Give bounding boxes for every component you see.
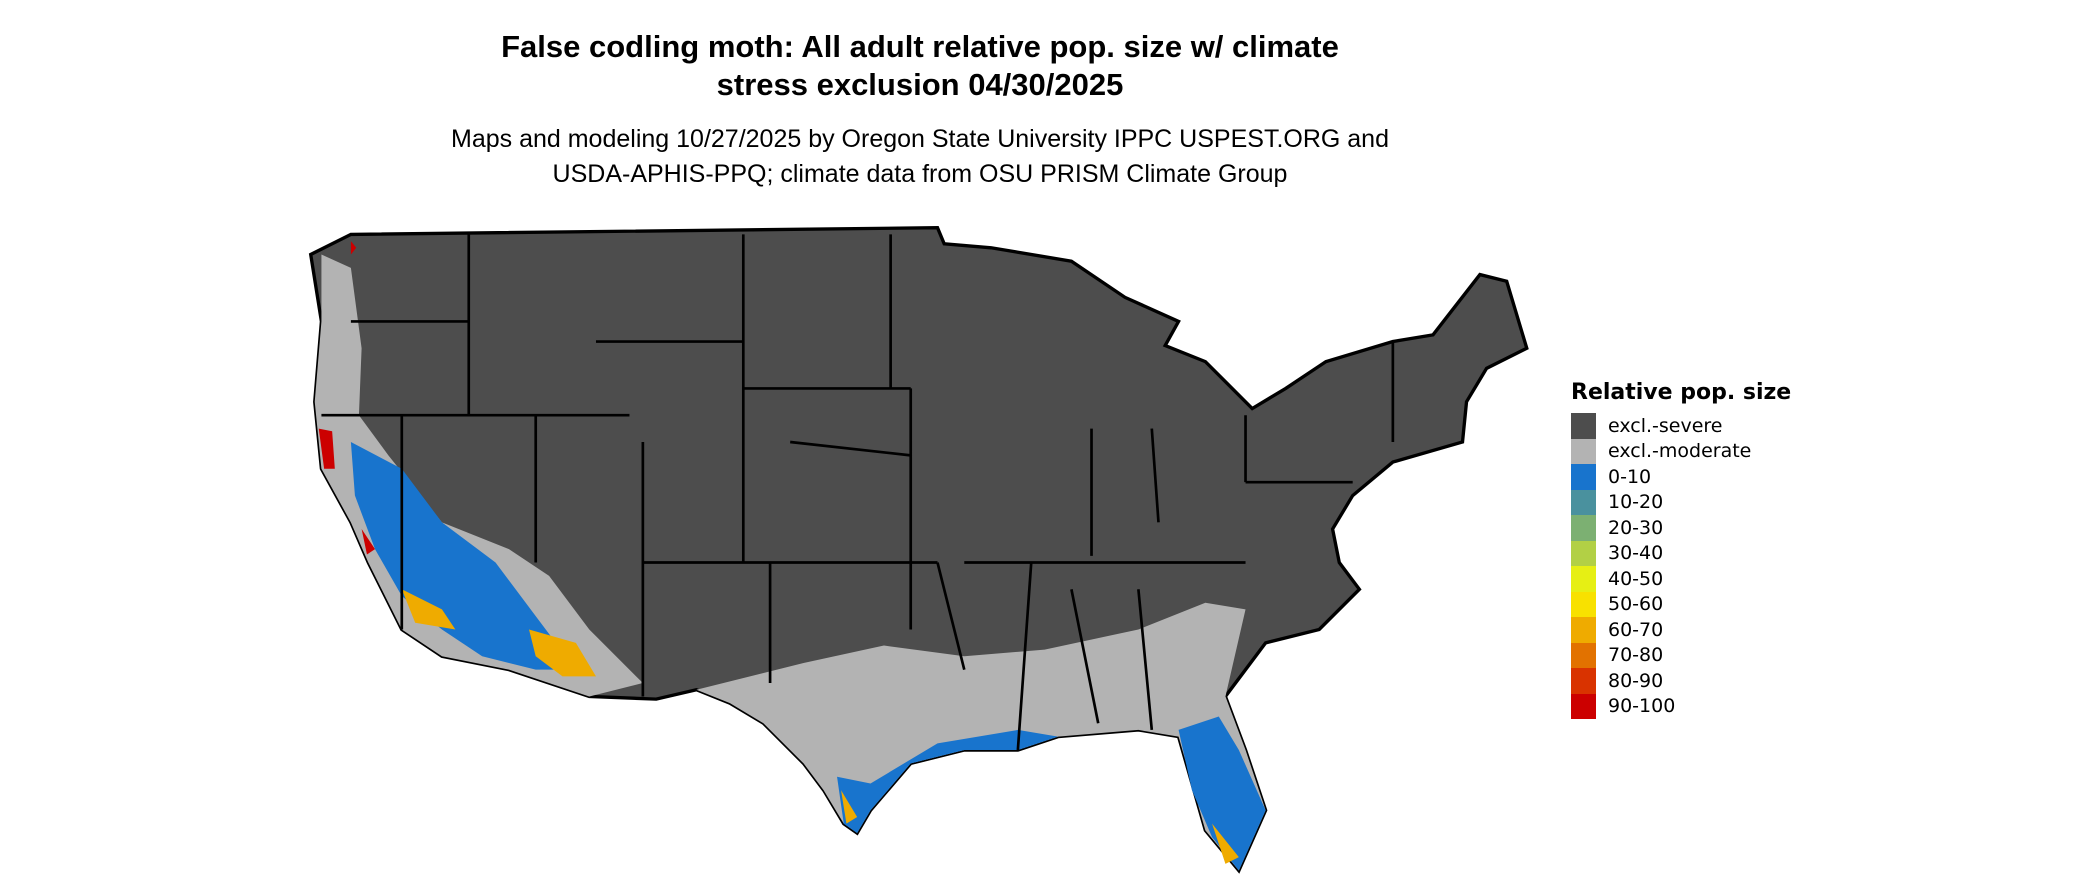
legend-item: 70-80 [1571,642,1791,668]
legend-swatch [1571,566,1596,592]
legend-label: 70-80 [1608,644,1664,667]
legend-label: 80-90 [1608,669,1664,692]
legend-swatch [1571,438,1596,464]
legend-label: 0-10 [1608,465,1652,488]
legend-item: 90-100 [1571,693,1791,719]
legend-label: 60-70 [1608,618,1664,641]
legend-swatch [1571,540,1596,566]
legend-item: 0-10 [1571,464,1791,490]
legend: Relative pop. size excl.-severe excl.-mod… [1571,380,1791,719]
legend-swatch [1571,489,1596,515]
legend-label: 10-20 [1608,491,1664,514]
legend-swatch [1571,591,1596,617]
legend-item: 30-40 [1571,540,1791,566]
map-subtitle-line1: Maps and modeling 10/27/2025 by Oregon S… [451,125,1389,153]
legend-item: 80-90 [1571,668,1791,694]
us-zone-0-10-florida [1178,716,1266,871]
us-zone-0-10-california [350,441,576,670]
legend-label: 90-100 [1608,695,1676,718]
legend-swatch [1571,464,1596,490]
legend-label: excl.-severe [1608,414,1723,437]
legend-item: 20-30 [1571,515,1791,541]
legend-label: 50-60 [1608,593,1664,616]
legend-label: 20-30 [1608,516,1664,539]
legend-label: 30-40 [1608,542,1664,565]
state-borders [321,234,1395,751]
legend-swatch [1571,642,1596,668]
legend-swatch [1571,515,1596,541]
legend-swatch [1571,413,1596,439]
legend-item: excl.-moderate [1571,438,1791,464]
legend-label: 40-50 [1608,567,1664,590]
map-subtitle-line2: USDA-APHIS-PPQ; climate data from OSU PR… [552,160,1288,188]
legend-swatch [1571,693,1596,719]
legend-item: 50-60 [1571,591,1791,617]
map-title-line1: False codling moth: All adult relative p… [501,29,1339,64]
legend-swatch [1571,668,1596,694]
us-zone-0-10-texas [837,729,1059,834]
legend-label: excl.-moderate [1608,440,1752,463]
legend-item: excl.-severe [1571,413,1791,439]
legend-title: Relative pop. size [1571,380,1792,405]
legend-swatch [1571,617,1596,643]
legend-item: 60-70 [1571,617,1791,643]
map-title-line2: stress exclusion 04/30/2025 [716,67,1124,102]
legend-item: 40-50 [1571,566,1791,592]
legend-item: 10-20 [1571,489,1791,515]
